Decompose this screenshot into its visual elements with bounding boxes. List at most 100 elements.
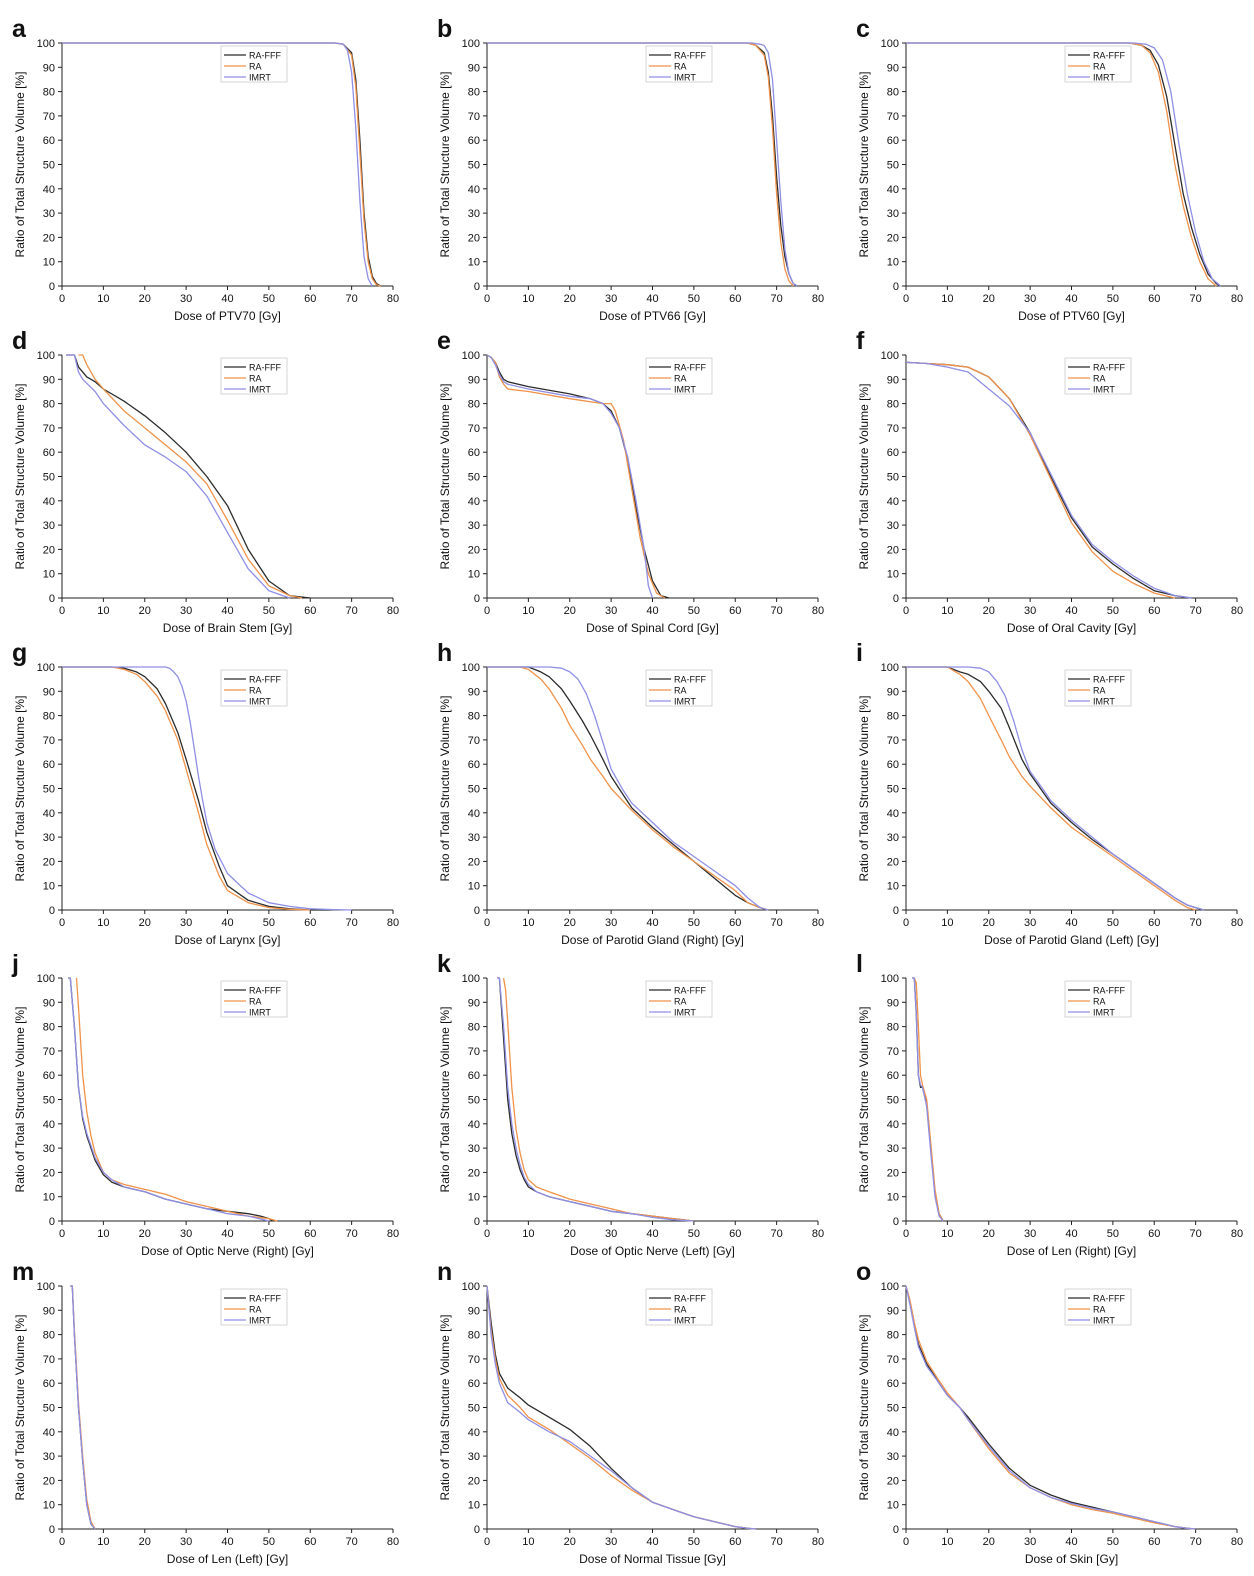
x-axis-label: Dose of Spinal Cord [Gy] <box>586 621 719 635</box>
x-axis-label: Dose of Normal Tissue [Gy] <box>579 1552 726 1566</box>
x-tick-label: 60 <box>729 293 741 305</box>
y-tick-label: 20 <box>43 1167 55 1179</box>
chart-panel-n: n 0 10 20 30 40 50 60 70 80 90 100 0 10 20 30 40 50 60 70 80… <box>437 1258 824 1566</box>
y-tick-label: 20 <box>43 544 55 556</box>
x-tick-label: 50 <box>688 1536 700 1548</box>
x-tick-label: 80 <box>1231 917 1243 929</box>
legend-label: RA-FFF <box>674 1294 706 1304</box>
series-line-imrt <box>66 354 290 599</box>
y-tick-label: 50 <box>468 1403 480 1415</box>
legend-label: RA <box>249 1305 262 1315</box>
series-line-ra <box>906 666 1196 911</box>
panel-label: k <box>437 950 451 978</box>
x-tick-label: 30 <box>1024 1228 1036 1240</box>
y-tick-label: 80 <box>43 711 55 723</box>
x-tick-label: 40 <box>646 1228 658 1240</box>
x-axis-label: Dose of Oral Cavity [Gy] <box>1007 621 1136 635</box>
y-tick-label: 70 <box>43 1354 55 1366</box>
y-axis-label: Ratio of Total Structure Volume [%] <box>857 384 871 570</box>
y-tick-label: 0 <box>893 905 899 917</box>
y-tick-label: 30 <box>468 832 480 844</box>
x-tick-label: 20 <box>564 1536 576 1548</box>
y-tick-label: 100 <box>462 38 480 50</box>
legend-label: RA-FFF <box>249 51 281 61</box>
legend-box <box>220 45 288 83</box>
legend-box <box>1064 45 1132 83</box>
x-tick-label: 60 <box>1148 1228 1160 1240</box>
x-tick-label: 40 <box>1065 1536 1077 1548</box>
y-axis-label: Ratio of Total Structure Volume [%] <box>438 384 452 570</box>
legend-label: IMRT <box>1093 1316 1115 1326</box>
x-tick-label: 10 <box>522 1536 534 1548</box>
y-tick-label: 60 <box>468 1378 480 1390</box>
y-tick-label: 30 <box>887 832 899 844</box>
y-tick-label: 90 <box>43 997 55 1009</box>
y-tick-label: 90 <box>43 62 55 74</box>
y-tick-label: 100 <box>881 1281 899 1293</box>
x-tick-label: 0 <box>59 605 65 617</box>
y-tick-label: 30 <box>468 1451 480 1463</box>
legend-label: IMRT <box>674 697 696 707</box>
legend-box <box>645 357 713 395</box>
legend-label: RA-FFF <box>674 51 706 61</box>
series-line-ra <box>913 977 944 1222</box>
series-line-imrt <box>62 666 352 911</box>
y-tick-label: 80 <box>887 87 899 99</box>
y-tick-label: 40 <box>43 1427 55 1439</box>
x-tick-label: 80 <box>387 1228 399 1240</box>
x-tick-label: 70 <box>1190 605 1202 617</box>
panel-label: a <box>12 15 27 43</box>
y-axis-label: Ratio of Total Structure Volume [%] <box>13 1315 27 1501</box>
y-tick-label: 20 <box>468 1475 480 1487</box>
y-tick-label: 30 <box>887 1451 899 1463</box>
y-axis-label: Ratio of Total Structure Volume [%] <box>857 1007 871 1193</box>
panel-label: i <box>856 639 863 667</box>
series-line-ra <box>906 42 1217 287</box>
x-tick-label: 0 <box>903 1536 909 1548</box>
x-tick-label: 40 <box>1065 917 1077 929</box>
y-tick-label: 80 <box>43 399 55 411</box>
y-tick-label: 90 <box>887 62 899 74</box>
y-tick-label: 50 <box>43 784 55 796</box>
y-tick-label: 70 <box>468 423 480 435</box>
y-tick-label: 90 <box>468 374 480 386</box>
x-tick-label: 30 <box>605 1536 617 1548</box>
x-tick-label: 20 <box>983 293 995 305</box>
y-tick-label: 30 <box>468 1143 480 1155</box>
x-tick-label: 60 <box>304 293 316 305</box>
legend-label: IMRT <box>249 697 271 707</box>
panel-label: n <box>437 1258 452 1286</box>
y-tick-label: 0 <box>893 281 899 293</box>
y-tick-label: 80 <box>468 711 480 723</box>
y-tick-label: 10 <box>43 1500 55 1512</box>
y-tick-label: 80 <box>468 399 480 411</box>
x-axis-label: Dose of Len (Left) [Gy] <box>167 1552 288 1566</box>
panel-label: b <box>437 15 452 43</box>
legend-box <box>645 1288 713 1326</box>
series-line-ra <box>905 361 1176 599</box>
y-tick-label: 80 <box>468 1022 480 1034</box>
panel-label: h <box>437 639 452 667</box>
series-line-ra <box>62 666 311 911</box>
x-tick-label: 30 <box>180 605 192 617</box>
legend-label: RA-FFF <box>674 986 706 996</box>
x-tick-label: 50 <box>688 293 700 305</box>
y-tick-label: 50 <box>468 784 480 796</box>
y-tick-label: 20 <box>468 1167 480 1179</box>
x-tick-label: 30 <box>605 605 617 617</box>
y-tick-label: 40 <box>43 496 55 508</box>
y-tick-label: 60 <box>468 447 480 459</box>
chart-panel-d: d 0 10 20 30 40 50 60 70 80 90 100 0 10 20 30 40 50 60 70 80… <box>12 327 399 635</box>
y-tick-label: 60 <box>887 759 899 771</box>
series-line-imrt <box>486 1285 756 1530</box>
x-tick-label: 20 <box>983 917 995 929</box>
x-tick-label: 40 <box>1065 1228 1077 1240</box>
y-axis-label: Ratio of Total Structure Volume [%] <box>13 72 27 258</box>
x-tick-label: 40 <box>221 1536 233 1548</box>
x-tick-label: 50 <box>688 917 700 929</box>
y-tick-label: 70 <box>468 735 480 747</box>
legend-label: RA-FFF <box>1093 1294 1125 1304</box>
y-tick-label: 50 <box>468 472 480 484</box>
